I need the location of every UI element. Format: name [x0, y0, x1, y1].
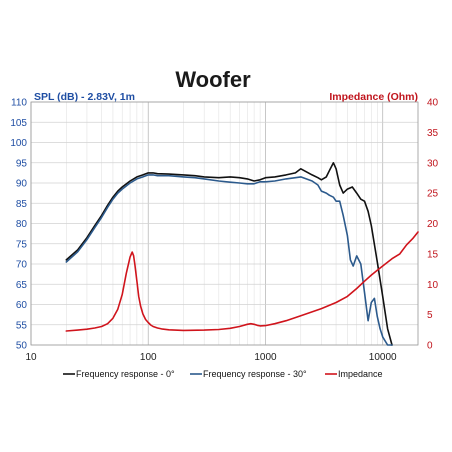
x-tick-label: 10000 — [369, 352, 397, 363]
x-tick-label: 100 — [140, 352, 157, 363]
tick-labels: 10 100 1000 1000050556065707580859095100105… — [10, 98, 438, 364]
left-tick-label: 75 — [16, 239, 28, 250]
series-layer — [65, 162, 419, 346]
left-tick-label: 55 — [16, 320, 28, 331]
left-tick-label: 100 — [10, 138, 27, 149]
left-tick-label: 95 — [16, 158, 28, 169]
right-tick-label: 15 — [427, 249, 439, 260]
left-tick-label: 85 — [16, 199, 28, 210]
series-line-frequency-30 — [65, 174, 393, 346]
plot-frame — [30, 101, 419, 346]
x-tick-label: 10 — [25, 352, 37, 363]
right-tick-label: 10 — [427, 280, 439, 291]
left-tick-label: 105 — [10, 118, 27, 129]
chart-title: Woofer — [175, 67, 251, 92]
left-tick-label: 80 — [16, 219, 28, 230]
grid — [30, 101, 419, 346]
legend-entry: Impedance — [338, 369, 383, 379]
plot-border — [30, 101, 419, 346]
right-tick-label: 35 — [427, 128, 439, 139]
x-tick-label: 1000 — [254, 352, 277, 363]
left-tick-label: 90 — [16, 179, 28, 190]
series-line-impedance — [65, 231, 419, 332]
left-axis-title: SPL (dB) - 2.83V, 1m — [34, 91, 135, 103]
right-tick-label: 5 — [427, 310, 433, 321]
legend-entry: Frequency response - 30° — [203, 369, 307, 379]
left-tick-label: 50 — [16, 341, 28, 352]
right-axis-title: Impedance (Ohm) — [329, 91, 418, 103]
left-tick-label: 110 — [11, 98, 27, 109]
series-line-frequency-0 — [65, 162, 393, 346]
right-tick-label: 20 — [427, 219, 439, 230]
legend: Frequency response - 0° Frequency respons… — [63, 369, 383, 379]
left-tick-label: 70 — [16, 260, 28, 271]
right-tick-label: 0 — [427, 341, 433, 352]
left-tick-label: 60 — [16, 300, 28, 311]
right-tick-label: 30 — [427, 158, 439, 169]
right-tick-label: 40 — [427, 98, 439, 109]
left-tick-label: 65 — [16, 280, 28, 291]
right-tick-label: 25 — [427, 189, 439, 200]
legend-entry: Frequency response - 0° — [76, 369, 175, 379]
